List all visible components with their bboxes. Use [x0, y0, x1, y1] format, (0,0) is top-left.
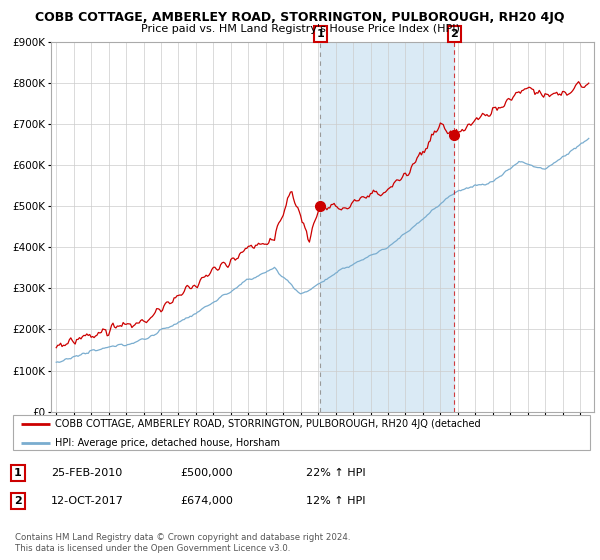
Text: £674,000: £674,000 — [180, 496, 233, 506]
Text: COBB COTTAGE, AMBERLEY ROAD, STORRINGTON, PULBOROUGH, RH20 4JQ: COBB COTTAGE, AMBERLEY ROAD, STORRINGTON… — [35, 11, 565, 24]
Text: £500,000: £500,000 — [180, 468, 233, 478]
Text: Contains HM Land Registry data © Crown copyright and database right 2024.: Contains HM Land Registry data © Crown c… — [15, 533, 350, 542]
Text: 25-FEB-2010: 25-FEB-2010 — [51, 468, 122, 478]
Text: 2: 2 — [14, 496, 22, 506]
Text: COBB COTTAGE, AMBERLEY ROAD, STORRINGTON, PULBOROUGH, RH20 4JQ (detached: COBB COTTAGE, AMBERLEY ROAD, STORRINGTON… — [55, 419, 481, 429]
Text: 1: 1 — [14, 468, 22, 478]
FancyBboxPatch shape — [13, 415, 590, 450]
Text: 12-OCT-2017: 12-OCT-2017 — [51, 496, 124, 506]
Text: This data is licensed under the Open Government Licence v3.0.: This data is licensed under the Open Gov… — [15, 544, 290, 553]
Bar — [320, 42, 454, 412]
Text: HPI: Average price, detached house, Horsham: HPI: Average price, detached house, Hors… — [55, 438, 280, 448]
Text: 1: 1 — [316, 29, 324, 39]
Text: 2: 2 — [451, 29, 458, 39]
Text: Price paid vs. HM Land Registry's House Price Index (HPI): Price paid vs. HM Land Registry's House … — [140, 24, 460, 34]
Text: 12% ↑ HPI: 12% ↑ HPI — [306, 496, 365, 506]
Text: 22% ↑ HPI: 22% ↑ HPI — [306, 468, 365, 478]
